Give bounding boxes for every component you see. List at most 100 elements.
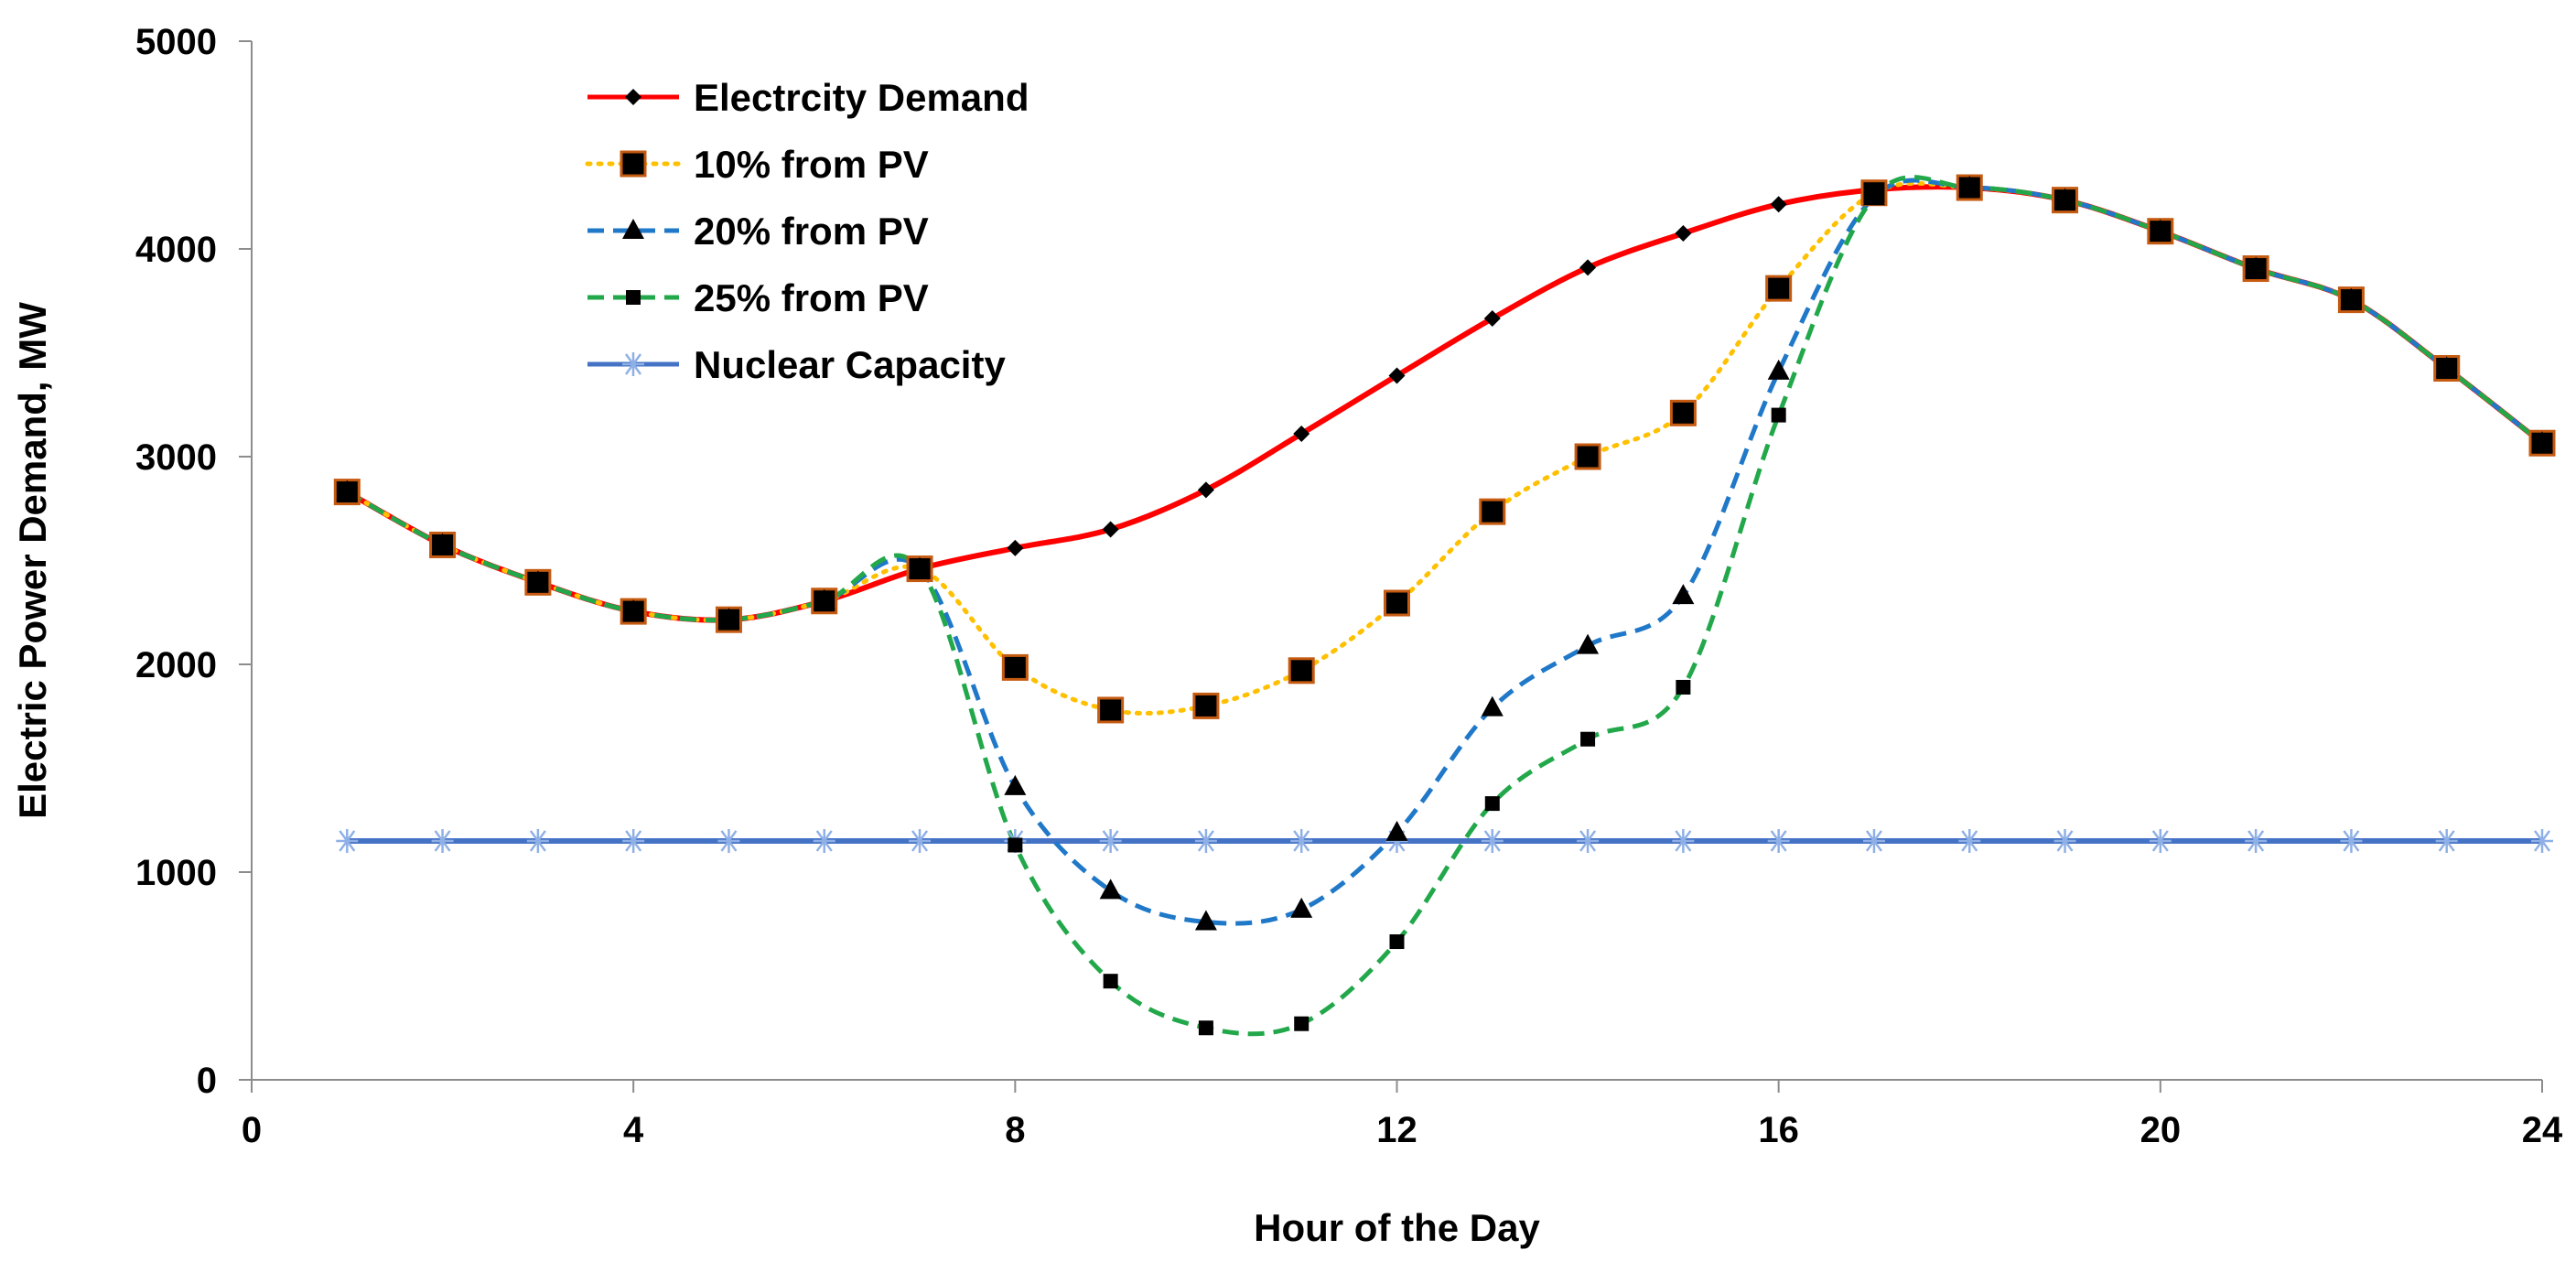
data-point-25-from-pv: [1676, 679, 1691, 695]
data-point-nuclear-capacity: [813, 828, 835, 853]
data-point-20-from-pv: [1767, 359, 1790, 380]
data-point-electrcity-demand: [1483, 310, 1501, 328]
data-point-25-from-pv: [2152, 223, 2168, 239]
data-point-nuclear-capacity: [909, 828, 932, 853]
x-tick-label: 20: [2140, 1110, 2182, 1150]
data-point-nuclear-capacity: [717, 828, 740, 853]
data-point-nuclear-capacity: [2531, 828, 2553, 853]
legend-item-10-from-pv: 10% from PV: [585, 143, 929, 186]
data-point-20-from-pv: [1577, 633, 1600, 654]
data-point-electrcity-demand: [1007, 539, 1024, 556]
series-markers: [333, 174, 2556, 1036]
data-point-electrcity-demand: [1388, 367, 1406, 384]
data-point-electrcity-demand: [1293, 426, 1310, 443]
data-point-25-from-pv: [340, 484, 355, 500]
data-point-10-from-pv: [1669, 399, 1697, 426]
data-point-20-from-pv: [1004, 774, 1027, 795]
data-point-nuclear-capacity: [1672, 828, 1695, 853]
data-point-25-from-pv: [1389, 934, 1405, 950]
legend-item-20-from-pv: 20% from PV: [587, 210, 929, 253]
data-point-25-from-pv: [1866, 189, 1881, 205]
data-point-nuclear-capacity: [1099, 828, 1122, 853]
data-point-25-from-pv: [816, 593, 832, 609]
data-point-25-from-pv: [2344, 292, 2359, 307]
data-point-electrcity-demand: [1579, 259, 1597, 276]
data-point-25-from-pv: [2535, 436, 2549, 451]
data-point-nuclear-capacity: [2340, 828, 2363, 853]
x-tick-label: 24: [2522, 1110, 2563, 1150]
data-point-20-from-pv: [1290, 897, 1313, 918]
legend-label: 10% from PV: [694, 143, 929, 186]
data-point-electrcity-demand: [1197, 481, 1214, 499]
legend-marker: [625, 89, 641, 105]
x-tick-label: 12: [1376, 1110, 1417, 1150]
data-point-nuclear-capacity: [2245, 828, 2268, 853]
x-tick-label: 16: [1758, 1110, 1799, 1150]
data-point-20-from-pv: [1672, 584, 1695, 605]
x-tick-label: 4: [623, 1110, 644, 1150]
legend-marker: [622, 352, 644, 376]
y-tick-label: 2000: [135, 645, 217, 685]
series-line-10-from-pv: [344, 180, 2545, 716]
data-point-20-from-pv: [1194, 910, 1217, 931]
data-point-nuclear-capacity: [1958, 828, 1981, 853]
data-point-25-from-pv: [1008, 837, 1023, 853]
data-point-electrcity-demand: [1102, 521, 1119, 538]
data-point-25-from-pv: [1580, 731, 1596, 747]
data-point-nuclear-capacity: [2435, 828, 2458, 853]
data-point-25-from-pv: [1198, 1020, 1213, 1036]
y-tick-label: 0: [197, 1061, 217, 1101]
legend-item-nuclear-capacity: Nuclear Capacity: [587, 343, 1006, 386]
legend-marker: [626, 290, 641, 305]
data-point-nuclear-capacity: [336, 828, 359, 853]
data-point-10-from-pv: [1001, 653, 1029, 681]
y-axis-title: Electric Power Demand, MW: [11, 302, 54, 819]
chart-legend: Electrcity Demand 10% from PV 20% from PV 2…: [585, 76, 1029, 386]
data-point-nuclear-capacity: [2149, 828, 2172, 853]
data-point-25-from-pv: [530, 575, 545, 590]
data-point-nuclear-capacity: [1194, 828, 1217, 853]
data-point-25-from-pv: [912, 561, 928, 577]
legend-marker: [620, 150, 647, 178]
data-point-10-from-pv: [1192, 692, 1220, 719]
data-point-10-from-pv: [1479, 498, 1506, 525]
data-point-10-from-pv: [1097, 696, 1125, 724]
data-point-10-from-pv: [1288, 657, 1315, 685]
data-point-nuclear-capacity: [1385, 828, 1408, 853]
data-point-nuclear-capacity: [2053, 828, 2076, 853]
series-line-20-from-pv: [346, 178, 2544, 926]
y-tick-label: 3000: [135, 437, 217, 478]
data-point-nuclear-capacity: [1481, 828, 1504, 853]
data-point-25-from-pv: [435, 537, 450, 553]
y-tick-label: 4000: [135, 230, 217, 270]
legend-label: Nuclear Capacity: [694, 343, 1006, 386]
data-point-25-from-pv: [1294, 1016, 1310, 1031]
x-tick-label: 8: [1005, 1110, 1025, 1150]
data-point-10-from-pv: [1765, 275, 1793, 302]
series-line-25-from-pv: [346, 175, 2544, 1037]
data-point-nuclear-capacity: [526, 828, 549, 853]
y-tick-label: 5000: [135, 22, 217, 62]
data-point-25-from-pv: [2057, 192, 2073, 208]
data-point-25-from-pv: [1103, 974, 1118, 989]
legend-label: 20% from PV: [694, 210, 929, 253]
data-point-nuclear-capacity: [1862, 828, 1885, 853]
data-point-20-from-pv: [1481, 695, 1504, 717]
data-point-nuclear-capacity: [622, 828, 645, 853]
chart-axes: 0 1000 2000 3000 4000 5000 0 4 8 12 16 20 24: [135, 22, 2563, 1150]
data-point-25-from-pv: [626, 604, 641, 620]
data-point-10-from-pv: [1574, 443, 1601, 470]
data-point-25-from-pv: [2439, 361, 2454, 376]
data-point-nuclear-capacity: [431, 828, 454, 853]
y-tick-label: 1000: [135, 853, 217, 893]
data-point-25-from-pv: [1962, 180, 1978, 196]
data-point-nuclear-capacity: [1767, 828, 1790, 853]
legend-marker: [622, 219, 644, 239]
data-point-25-from-pv: [1484, 796, 1500, 812]
x-tick-label: 0: [242, 1110, 262, 1150]
data-point-25-from-pv: [2248, 261, 2264, 276]
data-point-nuclear-capacity: [1290, 828, 1313, 853]
legend-item-25-from-pv: 25% from PV: [587, 276, 929, 319]
legend-label: 25% from PV: [694, 276, 929, 319]
